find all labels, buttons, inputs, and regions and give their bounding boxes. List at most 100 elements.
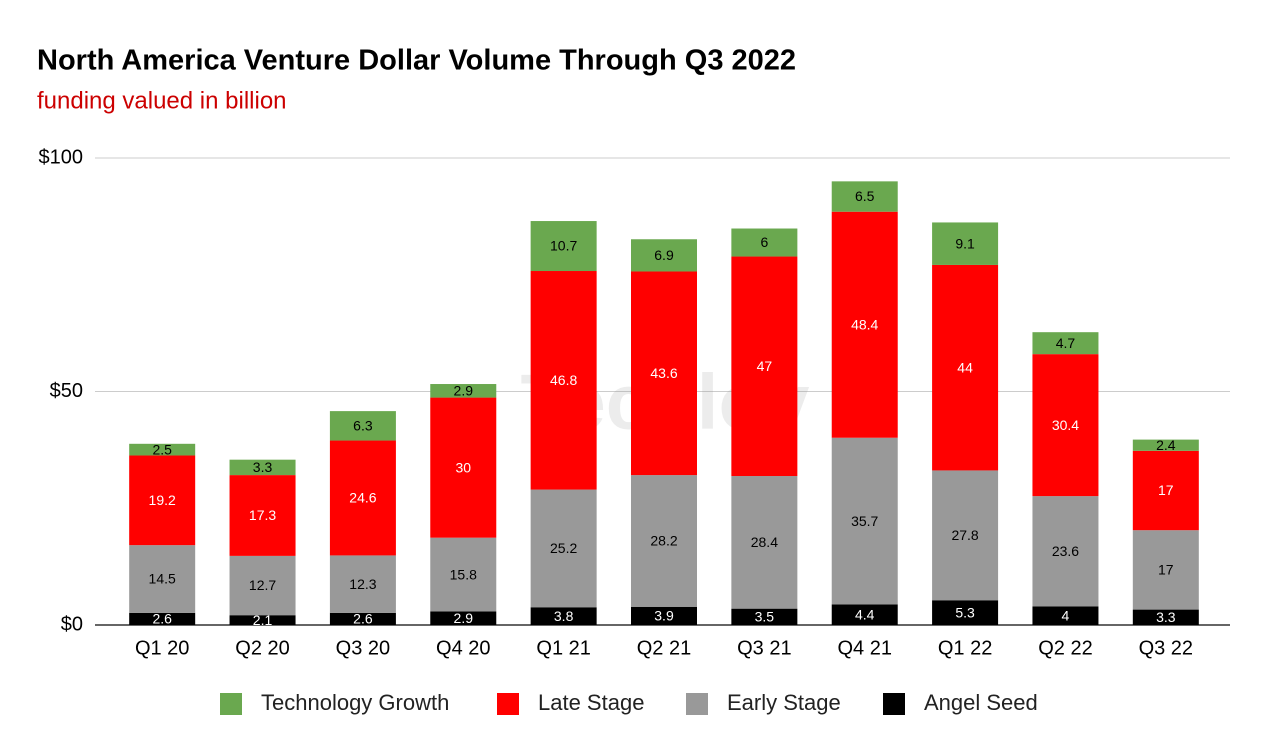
- bar-segment: [932, 222, 999, 265]
- legend-swatch: [220, 693, 242, 715]
- legend-label: Angel Seed: [924, 690, 1038, 715]
- bar-segment: [932, 600, 999, 625]
- data-label: 19.2: [149, 492, 176, 508]
- bar-segment: [631, 239, 697, 272]
- bar-segment: [1032, 332, 1099, 355]
- data-label: 17: [1158, 482, 1174, 498]
- data-label: 14.5: [149, 571, 176, 587]
- x-tick-label: Q2 21: [637, 637, 691, 659]
- data-label: 3.9: [654, 608, 674, 624]
- data-label: 46.8: [550, 372, 577, 388]
- bar-segment: [731, 476, 798, 609]
- data-label: 6: [760, 234, 768, 250]
- bar-segment: [631, 271, 697, 476]
- legend-swatch: [686, 693, 708, 715]
- legend-swatch: [497, 693, 519, 715]
- bar-segment: [1132, 450, 1199, 531]
- bar-segment: [129, 612, 196, 625]
- bar-segment: [530, 221, 597, 272]
- data-label: 6.3: [353, 418, 373, 434]
- bar-segment: [530, 489, 597, 608]
- bar-segment: [530, 607, 597, 625]
- bar-segment: [430, 537, 497, 612]
- data-label: 6.5: [855, 188, 875, 204]
- bar-segment: [631, 606, 697, 625]
- data-label: 2.9: [454, 383, 474, 399]
- x-tick-label: Q3 20: [336, 637, 390, 659]
- bar-segment: [329, 555, 396, 613]
- data-label: 4.4: [855, 606, 875, 622]
- data-label: 35.7: [851, 513, 878, 529]
- data-label: 2.5: [152, 441, 172, 457]
- x-tick-label: Q3 21: [737, 637, 791, 659]
- y-tick-label: $100: [39, 146, 84, 168]
- data-label: 23.6: [1052, 543, 1079, 559]
- x-tick-label: Q1 21: [536, 637, 590, 659]
- x-tick-label: Q1 22: [938, 637, 992, 659]
- x-tick-label: Q2 22: [1038, 637, 1092, 659]
- bar-segment: [731, 256, 798, 477]
- bar-segment: [530, 271, 597, 490]
- data-label: 44: [957, 359, 973, 375]
- data-label: 4: [1062, 607, 1070, 623]
- bar-segment: [1132, 439, 1199, 451]
- bar-segment: [932, 264, 999, 471]
- bar-segment: [1132, 530, 1199, 610]
- bar-segment: [229, 459, 296, 476]
- data-label: 3.3: [253, 459, 273, 475]
- bar-segment: [631, 475, 697, 607]
- data-label: 30.4: [1052, 417, 1079, 433]
- data-label: 28.4: [751, 534, 778, 550]
- data-label: 17: [1158, 562, 1174, 578]
- legend-swatch: [883, 693, 905, 715]
- bar-segment: [831, 437, 898, 605]
- x-tick-label: Q2 20: [235, 637, 289, 659]
- x-tick-label: Q3 22: [1139, 637, 1193, 659]
- data-label: 5.3: [955, 604, 975, 620]
- data-label: 48.4: [851, 316, 878, 332]
- bar-segment: [430, 397, 497, 538]
- bar-segment: [731, 228, 798, 257]
- legend-label: Early Stage: [727, 690, 841, 715]
- bar-segment: [229, 615, 296, 625]
- data-label: 3.8: [554, 608, 574, 624]
- bar-segment: [831, 604, 898, 625]
- y-tick-label: $50: [50, 380, 83, 402]
- bar-segment: [932, 470, 999, 601]
- chart-subtitle: funding valued in billion: [37, 87, 287, 114]
- data-label: 12.7: [249, 577, 276, 593]
- data-label: 2.6: [152, 611, 172, 627]
- data-label: 9.1: [955, 235, 975, 251]
- data-label: 2.9: [454, 610, 474, 626]
- bar-segment: [1132, 609, 1199, 625]
- data-label: 6.9: [654, 247, 674, 263]
- data-label: 3.3: [1156, 609, 1176, 625]
- x-tick-label: Q1 20: [135, 637, 189, 659]
- data-label: 43.6: [650, 365, 677, 381]
- data-label: 10.7: [550, 238, 577, 254]
- data-label: 30: [455, 459, 471, 475]
- data-label: 25.2: [550, 540, 577, 556]
- bar-segment: [329, 411, 396, 441]
- bar-segment: [229, 555, 296, 616]
- bar-segment: [329, 612, 396, 625]
- bar-segment: [430, 384, 497, 398]
- data-label: 17.3: [249, 507, 276, 523]
- bar-segment: [129, 545, 196, 613]
- data-label: 2.4: [1156, 437, 1176, 453]
- data-label: 2.6: [353, 611, 373, 627]
- y-tick-label: $0: [61, 613, 83, 635]
- data-label: 47: [757, 358, 773, 374]
- x-tick-label: Q4 21: [837, 637, 891, 659]
- bar-segment: [1032, 606, 1099, 625]
- legend-label: Technology Growth: [261, 690, 449, 715]
- data-label: 15.8: [450, 566, 477, 582]
- chart-title: North America Venture Dollar Volume Thro…: [37, 45, 796, 77]
- data-label: 27.8: [951, 527, 978, 543]
- data-label: 2.1: [253, 612, 273, 628]
- bar-segment: [129, 455, 196, 546]
- data-label: 3.5: [755, 609, 775, 625]
- data-label: 24.6: [349, 490, 376, 506]
- x-tick-label: Q4 20: [436, 637, 490, 659]
